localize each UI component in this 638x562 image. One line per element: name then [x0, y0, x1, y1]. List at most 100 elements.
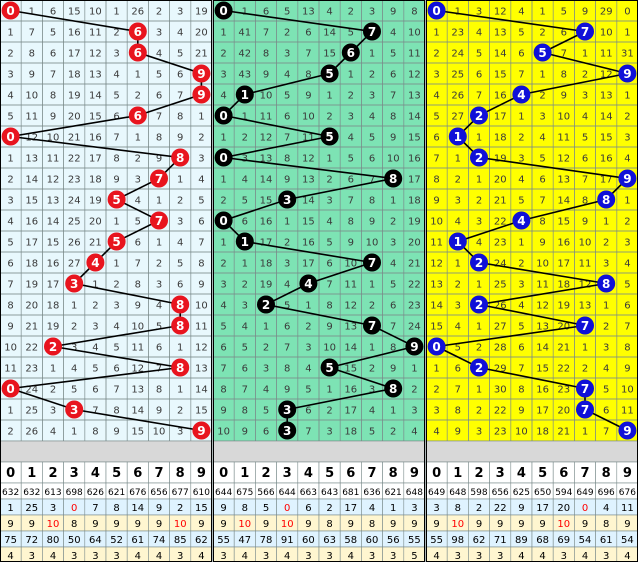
miss-count: 6: [113, 112, 119, 123]
stat-value: 4: [242, 551, 248, 562]
winning-ball: [44, 337, 62, 356]
miss-count: 18: [68, 70, 81, 81]
miss-count: 27: [68, 259, 81, 270]
winning-ball: [107, 232, 126, 251]
stat-value: 85: [174, 535, 187, 546]
miss-count: 6: [582, 154, 588, 165]
winning-ball: [214, 1, 233, 20]
miss-count: 2: [369, 70, 375, 81]
miss-count: 4: [177, 28, 183, 39]
miss-count: 13: [302, 7, 315, 18]
miss-count: 13: [302, 175, 315, 186]
winning-ball: [128, 43, 147, 62]
miss-count: 13: [344, 322, 357, 333]
miss-count: 2: [433, 49, 439, 60]
miss-count: 7: [305, 427, 311, 438]
miss-count: 6: [433, 133, 439, 144]
stat-value: 4: [284, 551, 290, 562]
miss-count: 11: [536, 280, 549, 291]
miss-count: 3: [113, 301, 119, 312]
miss-count: 11: [600, 49, 613, 60]
miss-count: 2: [198, 133, 204, 144]
miss-count: 8: [433, 175, 439, 186]
winning-ball: [214, 106, 233, 125]
winning-ball-label: 6: [347, 46, 355, 60]
miss-count: 6: [390, 301, 396, 312]
miss-count: 26: [68, 238, 81, 249]
stat-value: 50: [68, 535, 81, 546]
miss-count: 14: [131, 406, 144, 417]
miss-count: 9: [561, 91, 567, 102]
miss-count: 3: [411, 406, 417, 417]
miss-count: 5: [476, 49, 482, 60]
miss-count: 13: [557, 175, 570, 186]
miss-count: 13: [536, 322, 549, 333]
miss-count: 7: [92, 406, 98, 417]
miss-count: 7: [284, 133, 290, 144]
miss-count: 9: [624, 364, 630, 375]
miss-count: 19: [557, 301, 570, 312]
stat-value: 0: [582, 503, 588, 514]
miss-count: 5: [348, 154, 354, 165]
miss-count: 1: [7, 154, 13, 165]
miss-count: 3: [263, 364, 269, 375]
miss-count: 12: [557, 154, 570, 165]
miss-count: 2: [113, 280, 119, 291]
miss-count: 2: [518, 133, 524, 144]
miss-count: 18: [557, 280, 570, 291]
miss-count: 11: [131, 343, 144, 354]
miss-count: 7: [455, 385, 461, 396]
miss-count: 4: [71, 364, 77, 375]
miss-count: 12: [47, 175, 60, 186]
miss-count: 8: [29, 49, 35, 60]
miss-count: 41: [238, 28, 251, 39]
miss-count: 1: [582, 49, 588, 60]
miss-count: 5: [369, 133, 375, 144]
miss-count: 12: [579, 280, 592, 291]
miss-count: 22: [557, 364, 570, 375]
stat-value: 3: [50, 503, 56, 514]
miss-count: 1: [624, 196, 630, 207]
miss-count: 7: [242, 385, 248, 396]
winning-ball: [427, 1, 446, 20]
stat-value: 9: [220, 503, 226, 514]
miss-count: 6: [603, 406, 609, 417]
miss-count: 1: [113, 217, 119, 228]
miss-count: 2: [539, 28, 545, 39]
miss-count: 1: [433, 364, 439, 375]
miss-count: 8: [539, 217, 545, 228]
miss-count: 12: [430, 259, 443, 270]
miss-count: 2: [455, 175, 461, 186]
stat-value: 676: [619, 488, 636, 498]
miss-count: 6: [326, 259, 332, 270]
miss-count: 23: [494, 427, 507, 438]
miss-count: 8: [348, 217, 354, 228]
miss-count: 30: [494, 385, 507, 396]
stat-value: 71: [494, 535, 507, 546]
miss-count: 20: [557, 322, 570, 333]
miss-count: 1: [305, 301, 311, 312]
miss-count: 4: [411, 427, 417, 438]
winning-ball: [171, 148, 190, 167]
miss-count: 14: [260, 175, 273, 186]
miss-count: 15: [25, 196, 38, 207]
miss-count: 15: [260, 196, 273, 207]
miss-count: 8: [390, 112, 396, 123]
miss-count: 6: [561, 28, 567, 39]
miss-count: 2: [92, 301, 98, 312]
miss-count: 15: [408, 133, 421, 144]
stat-value: 72: [25, 535, 38, 546]
digit-header-label: 4: [91, 466, 100, 481]
section-1: 1 6 5 13 4 2 3 9 81 41 7 2 6 14 5 4 102 42 8 3 7 15 1 5 113 43 9 4 8…: [212, 0, 426, 562]
miss-count: 19: [260, 280, 273, 291]
miss-count: 3: [455, 196, 461, 207]
winning-ball: [470, 358, 488, 377]
winning-ball-label: 7: [368, 319, 376, 333]
miss-count: 19: [89, 196, 102, 207]
miss-count: 17: [494, 112, 507, 123]
miss-count: 10: [89, 7, 102, 18]
winning-ball: [214, 211, 233, 230]
miss-count: 25: [68, 217, 81, 228]
winning-ball-label: 2: [49, 340, 57, 354]
miss-count: 4: [198, 175, 204, 186]
